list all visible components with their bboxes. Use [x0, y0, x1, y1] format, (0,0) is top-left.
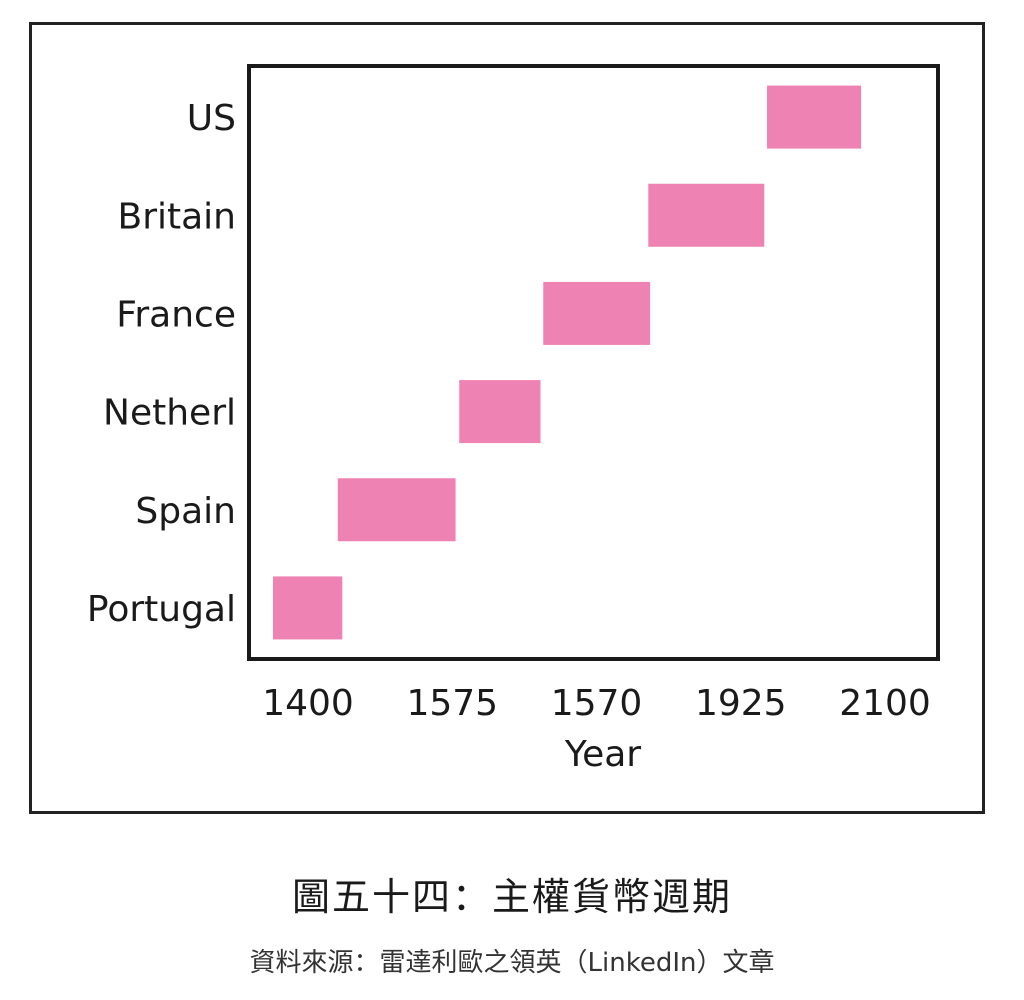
figure-caption: 圖五十四：主權貨幣週期	[291, 875, 732, 919]
y-tick-label-britain: Britain	[118, 196, 237, 237]
bar-spain	[337, 478, 456, 542]
figure-frame	[29, 22, 985, 814]
bar-portugal	[273, 576, 343, 640]
y-tick-label-portugal: Portugal	[87, 589, 236, 630]
x-tick-label: 1570	[551, 683, 643, 724]
x-tick-label: 1400	[262, 683, 354, 724]
plot-area-border	[247, 64, 940, 661]
bar-britain	[648, 183, 765, 247]
x-tick-label: 1925	[695, 683, 787, 724]
bar-netherl	[459, 380, 541, 444]
chart: US Britain France Netherl Spain Portugal 1400…	[87, 64, 940, 775]
x-tick-label: 2100	[839, 683, 931, 724]
source-caption: 資料來源：雷達利歐之領英（LinkedIn）文章	[249, 948, 775, 978]
y-tick-label-netherl: Netherl	[103, 393, 236, 434]
x-axis-title: Year	[564, 734, 641, 775]
y-tick-label-spain: Spain	[135, 491, 236, 532]
y-tick-label-france: France	[116, 294, 236, 335]
x-tick-label: 1575	[406, 683, 498, 724]
bar-us	[767, 85, 862, 149]
y-tick-label-us: US	[187, 98, 236, 139]
bar-france	[543, 281, 651, 345]
